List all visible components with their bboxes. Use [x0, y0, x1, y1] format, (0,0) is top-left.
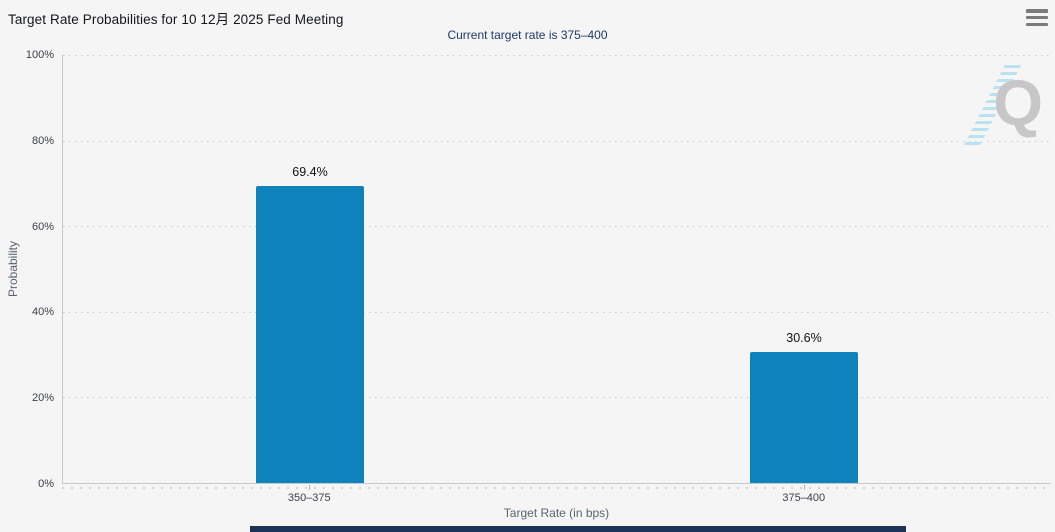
y-tick-label: 60%: [31, 220, 54, 233]
quikstrike-watermark-logo: Q: [963, 63, 1045, 149]
y-tick-label: 0%: [38, 478, 54, 490]
hamburger-menu-icon[interactable]: [1026, 9, 1048, 26]
x-axis-minor-ticks: [62, 487, 1051, 489]
watermark-q-letter: Q: [993, 67, 1043, 139]
chart-title: Target Rate Probabilities for 10 12月 202…: [8, 12, 344, 27]
bar-value-label: 30.6%: [786, 331, 822, 346]
bar-value-label: 69.4%: [292, 164, 328, 179]
y-tick-label: 40%: [31, 306, 54, 319]
gridline: [63, 226, 1051, 228]
y-tick-label: 80%: [31, 134, 54, 147]
x-tick-label: 350–375: [287, 492, 331, 504]
hamburger-bar: [1026, 9, 1048, 13]
x-tick-label: 375–400: [782, 492, 826, 504]
gridline: [63, 55, 1051, 56]
bottom-panel-edge: [250, 526, 906, 532]
hamburger-bar: [1026, 22, 1048, 26]
gridline: [63, 311, 1051, 313]
probability-bar: [256, 185, 364, 483]
gridline: [63, 140, 1051, 142]
y-axis-labels: 0% 20% 40% 60% 80% 100%: [0, 49, 57, 490]
x-axis-title: Target Rate (in bps): [503, 506, 610, 520]
plot-area: Q 69.4% 30.6%: [62, 55, 1051, 484]
probability-bar: [750, 352, 858, 483]
y-tick-label: 100%: [25, 49, 54, 61]
gridline: [63, 397, 1051, 399]
hamburger-bar: [1026, 15, 1048, 20]
current-target-rate-subtitle: Current target rate is 375–400: [447, 28, 608, 42]
y-tick-label: 20%: [31, 392, 54, 405]
